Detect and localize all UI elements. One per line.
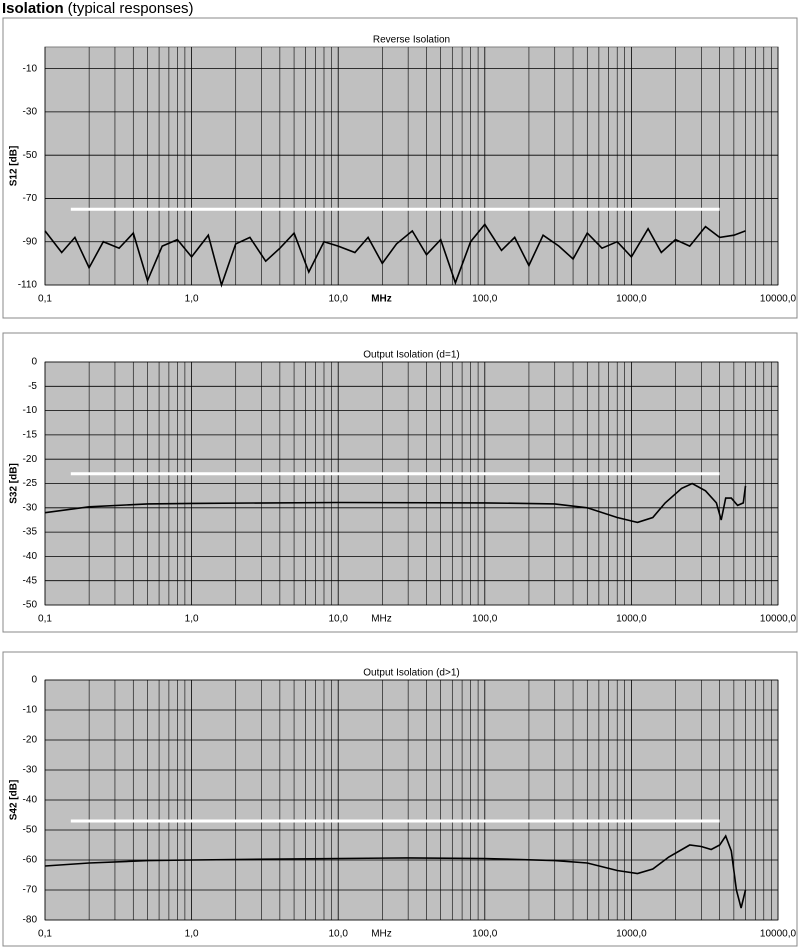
y-tick-label: -10 [23, 405, 38, 416]
y-tick-label: -70 [23, 193, 38, 204]
series-line [44, 834, 747, 909]
chart-title: Reverse Isolation [373, 35, 450, 46]
x-tick-label: 10000,0 [760, 614, 797, 625]
x-tick-label: 100,0 [472, 294, 497, 305]
x-tick-label: 10,0 [328, 614, 348, 625]
x-tick-label: 1000,0 [616, 294, 647, 305]
x-tick-label: 1,0 [185, 294, 199, 305]
y-tick-label: -10 [23, 63, 38, 74]
x-tick-label: 10,0 [328, 929, 348, 940]
x-tick-label: 10000,0 [760, 929, 797, 940]
y-tick-label: -5 [28, 381, 37, 392]
y-tick-label: -35 [23, 527, 38, 538]
y-tick-label: -30 [23, 765, 38, 776]
x-axis-label: MHz [371, 294, 392, 305]
x-axis-label: MHz [371, 929, 392, 940]
y-tick-label: -15 [23, 430, 38, 441]
x-tick-label: 10,0 [328, 294, 348, 305]
x-tick-label: 0,1 [38, 929, 52, 940]
y-tick-label: -10 [23, 705, 38, 716]
y-tick-label: -30 [23, 502, 38, 513]
x-tick-label: 100,0 [472, 929, 497, 940]
chart-title: Output Isolation (d>1) [363, 668, 459, 679]
y-tick-label: -20 [23, 454, 38, 465]
y-axis-label: S42 [dB] [9, 780, 20, 821]
y-tick-label: -50 [23, 825, 38, 836]
y-tick-label: 0 [31, 357, 37, 368]
header-title: Isolation [2, 0, 64, 17]
x-tick-label: 0,1 [38, 294, 52, 305]
y-tick-label: -60 [23, 855, 38, 866]
y-tick-label: -90 [23, 236, 38, 247]
header-subtitle: (typical responses) [67, 0, 194, 17]
y-tick-label: -50 [23, 150, 38, 161]
x-tick-label: 10000,0 [760, 294, 797, 305]
y-tick-label: -50 [23, 600, 38, 611]
y-tick-label: -40 [23, 795, 38, 806]
y-axis-label: S12 [dB] [9, 146, 20, 187]
x-tick-label: 100,0 [472, 614, 497, 625]
series-line [44, 482, 747, 524]
x-tick-label: 0,1 [38, 614, 52, 625]
plot-area [44, 46, 779, 286]
series-line [44, 223, 746, 288]
y-tick-label: -70 [23, 885, 38, 896]
y-tick-label: -30 [23, 107, 38, 118]
y-tick-label: -25 [23, 478, 38, 489]
y-axis-label: S32 [dB] [9, 463, 20, 504]
y-tick-label: 0 [31, 675, 37, 686]
x-axis-label: MHz [371, 614, 392, 625]
y-tick-label: -20 [23, 735, 38, 746]
y-tick-label: -80 [23, 915, 38, 926]
header: Isolation (typical responses) [2, 0, 194, 17]
x-tick-label: 1,0 [185, 929, 199, 940]
y-tick-label: -110 [18, 280, 38, 291]
x-tick-label: 1000,0 [616, 929, 647, 940]
y-tick-label: -40 [23, 551, 38, 562]
y-tick-label: -45 [23, 575, 38, 586]
x-tick-label: 1000,0 [616, 614, 647, 625]
chart-title: Output Isolation (d=1) [363, 350, 459, 361]
x-tick-label: 1,0 [185, 614, 199, 625]
